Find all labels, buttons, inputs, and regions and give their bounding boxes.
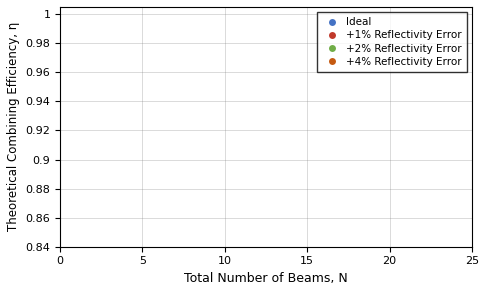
X-axis label: Total Number of Beams, N: Total Number of Beams, N bbox=[184, 272, 348, 285]
Legend: Ideal, +1% Reflectivity Error, +2% Reflectivity Error, +4% Reflectivity Error: Ideal, +1% Reflectivity Error, +2% Refle… bbox=[317, 12, 467, 72]
Y-axis label: Theoretical Combining Efficiency, η: Theoretical Combining Efficiency, η bbox=[7, 22, 20, 232]
